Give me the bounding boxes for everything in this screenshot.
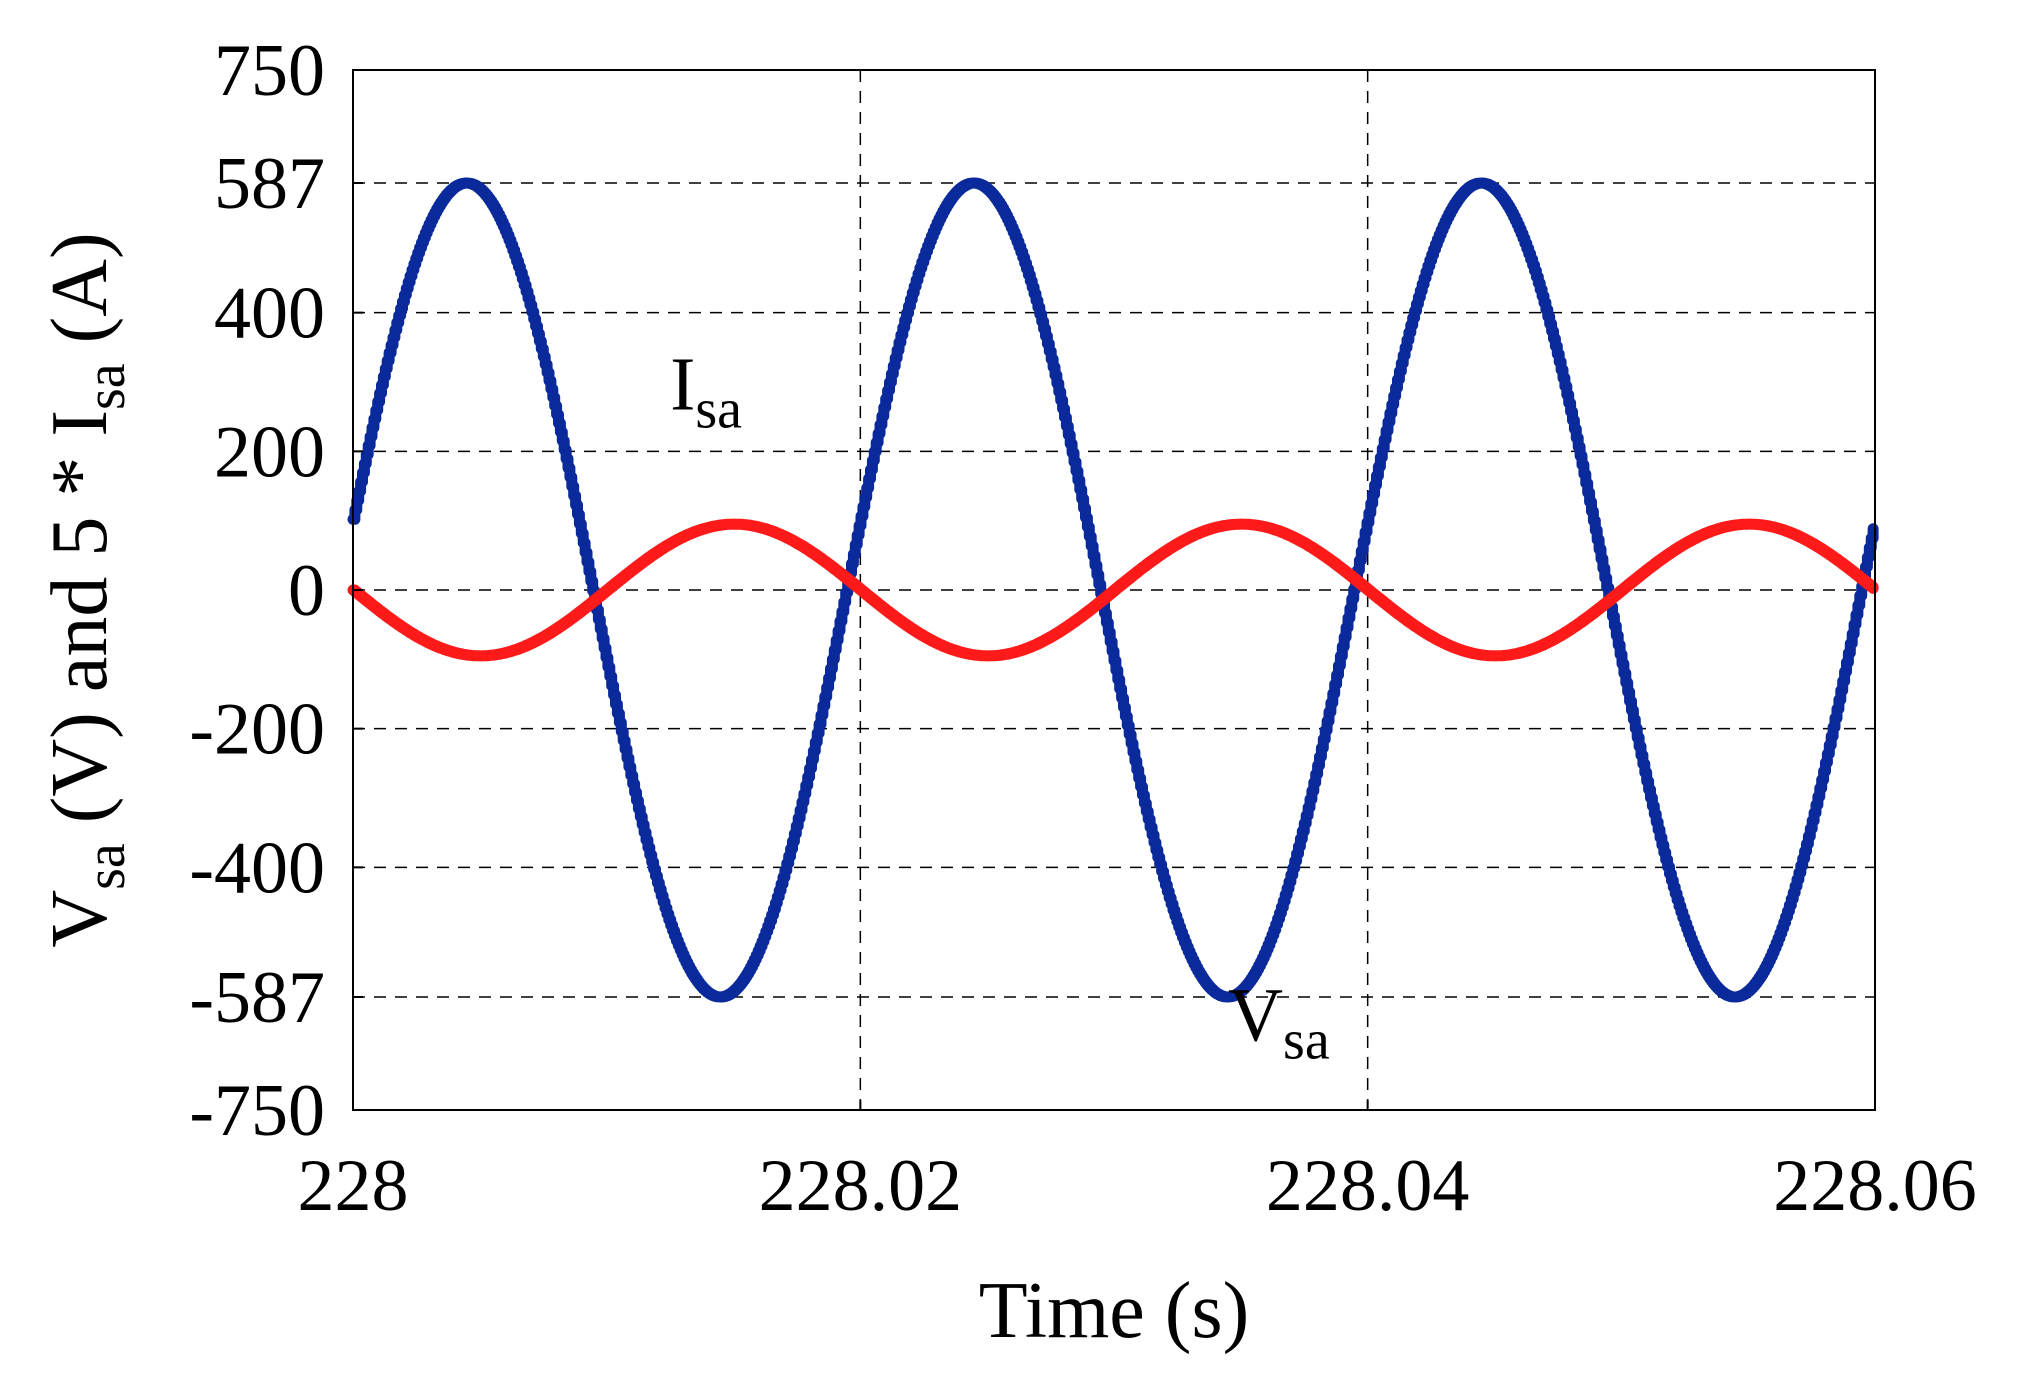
y-tick-label: -587 <box>189 957 325 1039</box>
y-axis-title-part-3: (A) <box>36 232 124 363</box>
y-axis-title-part-2: (V) and 5 * I <box>36 410 124 843</box>
x-tick-label: 228 <box>298 1145 409 1227</box>
y-axis-title-sub-2: sa <box>75 363 137 410</box>
y-tick-label: -200 <box>189 689 325 771</box>
y-tick-label: 400 <box>214 273 325 355</box>
x-tick-label: 228.04 <box>1266 1145 1470 1227</box>
y-tick-label: 0 <box>288 550 325 632</box>
vsa-label-main: V <box>1228 974 1283 1058</box>
y-axis-ticks: 750 587 400 200 0 -200 -400 -587 -750 <box>189 30 363 1152</box>
x-axis-title: Time (s) <box>979 1267 1249 1355</box>
isa-label-sub: sa <box>695 379 742 441</box>
vsa-label-sub: sa <box>1283 1010 1330 1072</box>
vsa-label: Vsa <box>1228 974 1330 1072</box>
series-voltage-line <box>347 518 1879 662</box>
y-tick-label: -400 <box>189 827 325 909</box>
y-tick-label: 750 <box>214 30 325 112</box>
y-axis-title: Vsa (V) and 5 * Isa (A) <box>36 232 137 947</box>
plot-area <box>347 177 1879 1003</box>
isa-label: Isa <box>670 343 742 441</box>
y-axis-title-part-1: V <box>36 890 124 948</box>
y-tick-label: 587 <box>214 143 325 225</box>
y-tick-label: -750 <box>189 1070 325 1152</box>
x-axis-ticks: 228 228.02 228.04 228.06 <box>298 1100 1977 1227</box>
y-tick-label: 200 <box>214 411 325 493</box>
y-axis-title-sub-1: sa <box>75 843 137 890</box>
series-current-line <box>347 177 1879 1003</box>
x-tick-label: 228.06 <box>1773 1145 1977 1227</box>
isa-label-main: I <box>670 343 695 427</box>
x-tick-label: 228.02 <box>759 1145 963 1227</box>
